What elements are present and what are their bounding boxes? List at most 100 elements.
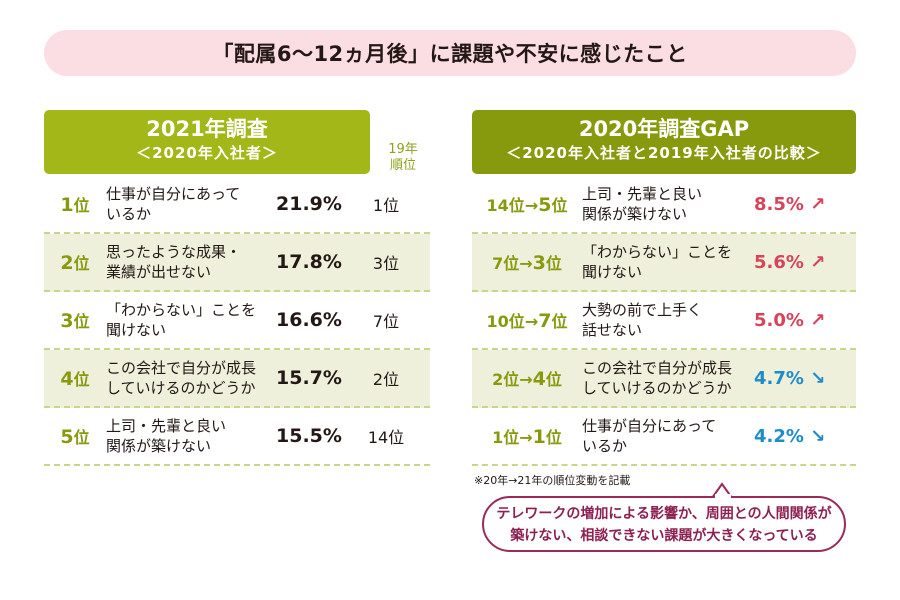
percent-value: 15.7%	[276, 367, 342, 389]
rank-from: 1位	[492, 428, 520, 447]
rank-change: 10位→7位	[472, 308, 582, 332]
item-label-line: していけるのかどうか	[106, 379, 256, 397]
item-label: この会社で自分が成長 していけるのかどうか	[106, 358, 276, 398]
trend-up-icon: ↗	[810, 309, 826, 331]
panel-header: 2020年調査GAP ＜2020年入社者と2019年入社者の比較＞	[472, 110, 856, 174]
rank-label: 1位	[44, 192, 106, 216]
rank-from: 10位	[486, 312, 525, 331]
gap-percent: 5.0%	[754, 309, 804, 331]
gap-value: 4.2% ↘	[754, 426, 825, 447]
rank-to: 3	[532, 252, 546, 274]
rank-change: 2位→4位	[472, 366, 582, 390]
percent-value: 16.6%	[276, 309, 342, 331]
gap-value: 5.0% ↗	[754, 310, 825, 331]
trend-up-icon: ↗	[810, 193, 826, 215]
item-label-line: 上司・先輩と良い	[582, 185, 703, 203]
item-label-line: 聞けない	[582, 263, 643, 281]
item-label-line: 関係が築けない	[106, 437, 212, 455]
arrow-right-icon: →	[519, 370, 533, 389]
item-label: 「わからない」ことを 聞けない	[106, 300, 276, 340]
item-label-line: 関係が築けない	[582, 205, 688, 223]
percent-value: 15.5%	[276, 425, 342, 447]
arrow-right-icon: →	[519, 428, 533, 447]
rank-unit: 位	[73, 196, 90, 215]
item-label: 大勢の前で上手く 話せない	[582, 300, 754, 340]
rank-unit: 位	[73, 254, 90, 273]
item-label-line: 「わからない」ことを	[582, 243, 733, 261]
rank-label: 5位	[44, 424, 106, 448]
rank-unit: 位	[545, 428, 562, 447]
item-label-line: 業績が出せない	[106, 263, 212, 281]
item-label-line: 仕事が自分にあって	[582, 417, 717, 435]
item-label-line: 思ったような成果・	[106, 243, 242, 261]
percent-value: 17.8%	[276, 251, 342, 273]
table-row: 5位 上司・先輩と良い 関係が築けない 15.5% 14位	[44, 408, 430, 466]
rank-unit: 位	[551, 312, 568, 331]
rank-number: 2	[60, 252, 74, 274]
rank-unit: 位	[73, 312, 90, 331]
footnote: ※20年→21年の順位変動を記載	[474, 474, 631, 487]
trend-down-icon: ↘	[810, 367, 826, 389]
item-label-line: 話せない	[582, 321, 643, 339]
table-row: 1位→1位 仕事が自分にあって いるか 4.2% ↘	[472, 408, 856, 466]
table-row: 7位→3位 「わからない」ことを 聞けない 5.6% ↗	[472, 234, 856, 292]
panel-header: 2021年調査 ＜2020年入社者＞	[44, 110, 370, 174]
prev-rank: 2位	[372, 370, 400, 389]
rank-from: 14位	[486, 196, 525, 215]
rank-label: 2位	[44, 250, 106, 274]
item-label-line: 聞けない	[106, 321, 167, 339]
prev-rank: 1位	[372, 196, 400, 215]
item-label: 仕事が自分にあって いるか	[582, 416, 754, 456]
prev-rank: 14位	[367, 428, 405, 447]
rank-unit: 位	[551, 196, 568, 215]
ranking-rows: 1位 仕事が自分にあって いるか 21.9% 1位 2位 思ったような成果・ 業績が出せない 1…	[44, 176, 430, 466]
trend-up-icon: ↗	[810, 251, 826, 273]
gap-value: 4.7% ↘	[754, 368, 825, 389]
item-label-line: していけるのかどうか	[582, 379, 732, 397]
item-label-line: いるか	[106, 205, 152, 223]
rank-unit: 位	[545, 370, 562, 389]
rank-change: 7位→3位	[472, 250, 582, 274]
arrow-right-icon: →	[524, 312, 539, 331]
rank-number: 3	[60, 310, 74, 332]
item-label: 仕事が自分にあって いるか	[106, 184, 276, 224]
item-label-line: この会社で自分が成長	[106, 359, 257, 377]
arrow-right-icon: →	[519, 254, 533, 273]
gap-value: 5.6% ↗	[754, 252, 825, 273]
table-row: 2位 思ったような成果・ 業績が出せない 17.8% 3位	[44, 234, 430, 292]
prev-rank-header: 19年 順位	[388, 142, 418, 173]
callout-line: テレワークの増加による影響か、周囲との人間関係が	[496, 506, 832, 522]
rank-to: 1	[532, 426, 546, 448]
table-row: 1位 仕事が自分にあって いるか 21.9% 1位	[44, 176, 430, 234]
item-label: 上司・先輩と良い 関係が築けない	[582, 184, 754, 224]
callout-line: 築けない、相談できない課題が大きくなっている	[510, 528, 818, 544]
rank-unit: 位	[73, 370, 90, 389]
gap-percent: 4.7%	[754, 367, 804, 389]
gap-percent: 8.5%	[754, 193, 804, 215]
item-label-line: この会社で自分が成長	[582, 359, 733, 377]
table-row: 4位 この会社で自分が成長 していけるのかどうか 15.7% 2位	[44, 350, 430, 408]
panel-subheading: ＜2020年入社者＞	[136, 144, 278, 162]
rank-label: 3位	[44, 308, 106, 332]
rank-change: 14位→5位	[472, 192, 582, 216]
item-label-line: 大勢の前で上手く	[582, 301, 703, 319]
item-label: この会社で自分が成長 していけるのかどうか	[582, 358, 754, 398]
panel-subheading: ＜2020年入社者と2019年入社者の比較＞	[506, 144, 822, 162]
rank-number: 1	[60, 194, 74, 216]
callout-bubble: テレワークの増加による影響か、周囲との人間関係が 築けない、相談できない課題が大…	[482, 496, 846, 552]
table-row: 10位→7位 大勢の前で上手く 話せない 5.0% ↗	[472, 292, 856, 350]
panel-heading: 2021年調査	[146, 117, 268, 141]
trend-down-icon: ↘	[810, 425, 826, 447]
prev-rank: 3位	[372, 254, 400, 273]
gap-percent: 5.6%	[754, 251, 804, 273]
table-row: 3位 「わからない」ことを 聞けない 16.6% 7位	[44, 292, 430, 350]
item-label-line: 「わからない」ことを	[106, 301, 257, 319]
item-label: 上司・先輩と良い 関係が築けない	[106, 416, 276, 456]
rank-change: 1位→1位	[472, 424, 582, 448]
item-label-line: いるか	[582, 437, 628, 455]
gap-value: 8.5% ↗	[754, 194, 825, 215]
rank-label: 4位	[44, 366, 106, 390]
rank-to: 4	[532, 368, 546, 390]
arrow-right-icon: →	[524, 196, 539, 215]
callout-tail-cover	[715, 494, 731, 500]
